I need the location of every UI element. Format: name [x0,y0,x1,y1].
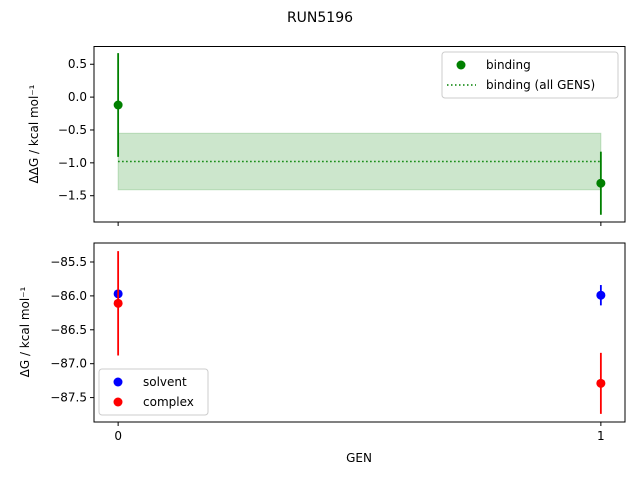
top-y-tick-label: 0.0 [68,90,87,104]
top-legend-box [441,51,619,99]
bottom-y-tick-label: −87.0 [50,357,87,371]
top-y-label: ΔΔG / kcal mol⁻¹ [27,84,41,183]
top-y-tick-label: 0.5 [68,57,87,71]
legend-label-complex: complex [143,395,194,409]
legend-label-solvent: solvent [143,375,187,389]
bottom-y-tick-label: −86.5 [50,323,87,337]
legend-label-binding: binding [486,58,531,72]
bottom-legend-box [98,368,209,416]
top-point-binding [596,178,606,188]
bottom-y-tick-label: −87.5 [50,391,87,405]
chart-title: RUN5196 [287,10,353,26]
legend-marker-binding [456,60,466,70]
bottom-axes-frame [93,242,626,423]
legend-marker-complex [113,397,123,407]
legend-label-binding-all: binding (all GENS) [486,78,595,92]
top-y-tick-label: −1.5 [58,189,87,203]
bottom-y-tick-label: −86.0 [50,289,87,303]
top-point-binding [113,100,123,110]
top-y-tick-label: −1.0 [58,156,87,170]
bottom-x-tick-label: 1 [597,429,605,443]
bottom-point-complex [596,378,606,388]
top-axes-frame [93,46,626,223]
top-y-tick-label: −0.5 [58,123,87,137]
bottom-point-complex [113,298,123,308]
legend-marker-solvent [113,377,123,387]
bottom-point-solvent [596,290,606,300]
bottom-y-label: ΔG / kcal mol⁻¹ [18,286,32,377]
bottom-x-tick-label: 0 [114,429,122,443]
x-label: GEN [346,451,372,465]
bottom-y-tick-label: −85.5 [50,255,87,269]
